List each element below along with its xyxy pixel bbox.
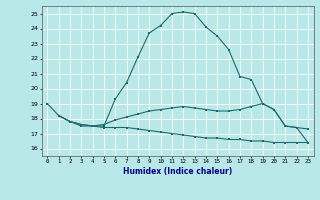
X-axis label: Humidex (Indice chaleur): Humidex (Indice chaleur): [123, 167, 232, 176]
